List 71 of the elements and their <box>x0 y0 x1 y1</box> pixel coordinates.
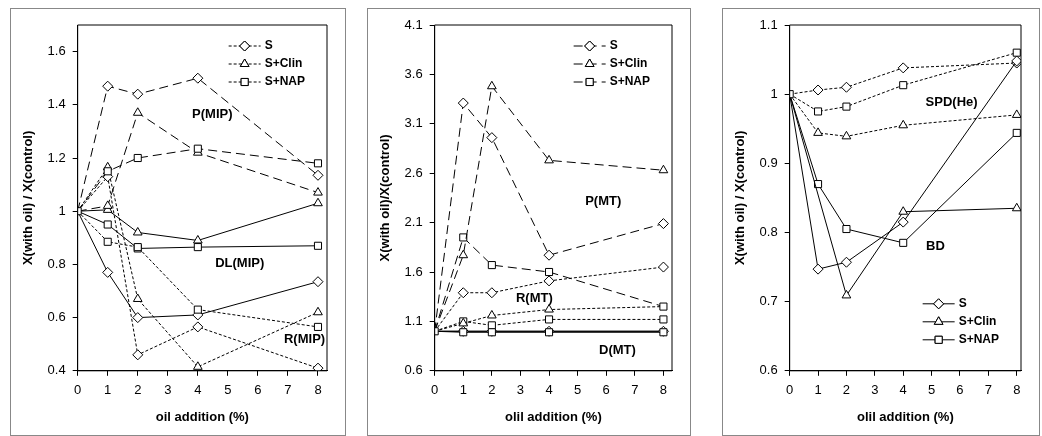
x-tick-label: 5 <box>224 382 232 398</box>
x-tick-label: 7 <box>284 382 292 398</box>
legend-label: S+Clin <box>264 56 303 71</box>
x-tick-label: 0 <box>786 382 794 398</box>
x-tick-label: 5 <box>927 382 936 398</box>
legend-label: S <box>264 38 273 53</box>
x-axis-title: olil addition (%) <box>856 408 954 424</box>
legend-label: S+NAP <box>609 74 651 89</box>
x-axis-title: olil addition (%) <box>504 408 602 424</box>
x-tick-label: 2 <box>488 382 496 398</box>
legend-label: S <box>958 296 967 311</box>
y-tick-label: 2.6 <box>404 164 423 180</box>
x-tick-label: 3 <box>164 382 172 398</box>
y-tick-label: 2.1 <box>404 214 423 230</box>
legend-label: S+Clin <box>958 314 997 329</box>
y-tick-label: 0.6 <box>47 309 66 325</box>
y-tick-label: 0.8 <box>47 255 66 271</box>
x-tick-label: 6 <box>956 382 964 398</box>
annotation: P(MT) <box>585 192 622 208</box>
legend-label: S+NAP <box>958 332 1000 347</box>
y-tick-label: 3.1 <box>404 115 423 131</box>
x-tick-label: 3 <box>516 382 525 398</box>
y-tick-label: 1.4 <box>47 96 66 112</box>
y-axis-title: X(with oil) / X(control) <box>732 130 748 266</box>
x-tick-label: 3 <box>871 382 879 398</box>
y-tick-label: 1 <box>770 85 778 101</box>
x-tick-label: 0 <box>74 382 82 398</box>
x-tick-label: 5 <box>574 382 582 398</box>
annotation: DL(MIP) <box>215 255 265 271</box>
x-tick-label: 4 <box>545 382 553 398</box>
x-tick-label: 1 <box>104 382 112 398</box>
x-tick-label: 4 <box>194 382 202 398</box>
annotation: D(MT) <box>599 341 636 357</box>
y-axis-title: X(with oil) / X(control) <box>20 130 36 266</box>
annotation: P(MIP) <box>192 106 233 122</box>
y-tick-label: 3.6 <box>404 65 423 81</box>
y-tick-label: 1 <box>58 202 66 218</box>
annotation: R(MIP) <box>283 331 326 347</box>
x-tick-label: 2 <box>842 382 851 398</box>
x-tick-label: 2 <box>134 382 142 398</box>
annotation: BD <box>926 237 945 253</box>
x-tick-label: 8 <box>314 382 322 398</box>
y-tick-label: 0.7 <box>759 293 778 309</box>
y-tick-label: 4.1 <box>404 16 423 32</box>
x-axis-title: oil addition (%) <box>155 408 249 424</box>
x-tick-label: 7 <box>984 382 992 398</box>
x-tick-label: 0 <box>431 382 439 398</box>
y-tick-label: 1.6 <box>404 263 423 279</box>
x-tick-label: 6 <box>254 382 262 398</box>
y-tick-label: 0.6 <box>404 362 423 378</box>
y-tick-label: 0.9 <box>759 154 778 170</box>
y-tick-label: 1.6 <box>47 43 66 59</box>
y-tick-label: 0.4 <box>47 362 66 378</box>
x-tick-label: 4 <box>899 382 907 398</box>
y-tick-label: 0.6 <box>759 362 778 378</box>
annotation: R(MT) <box>515 289 553 305</box>
legend-label: S+Clin <box>609 56 648 71</box>
x-tick-label: 6 <box>602 382 610 398</box>
x-tick-label: 1 <box>814 382 822 398</box>
x-tick-label: 1 <box>459 382 467 398</box>
y-tick-label: 1.1 <box>759 16 778 32</box>
annotation: SPD(He) <box>925 94 978 110</box>
y-axis-title: X(with oil)/X(control) <box>377 134 393 262</box>
legend-label: S <box>609 38 618 53</box>
legend-label: S+NAP <box>264 74 306 89</box>
x-tick-label: 8 <box>1013 382 1021 398</box>
x-tick-label: 7 <box>631 382 639 398</box>
y-tick-label: 1.1 <box>404 312 423 328</box>
y-tick-label: 0.8 <box>759 224 778 240</box>
x-tick-label: 8 <box>659 382 668 398</box>
y-tick-label: 1.2 <box>47 149 66 165</box>
